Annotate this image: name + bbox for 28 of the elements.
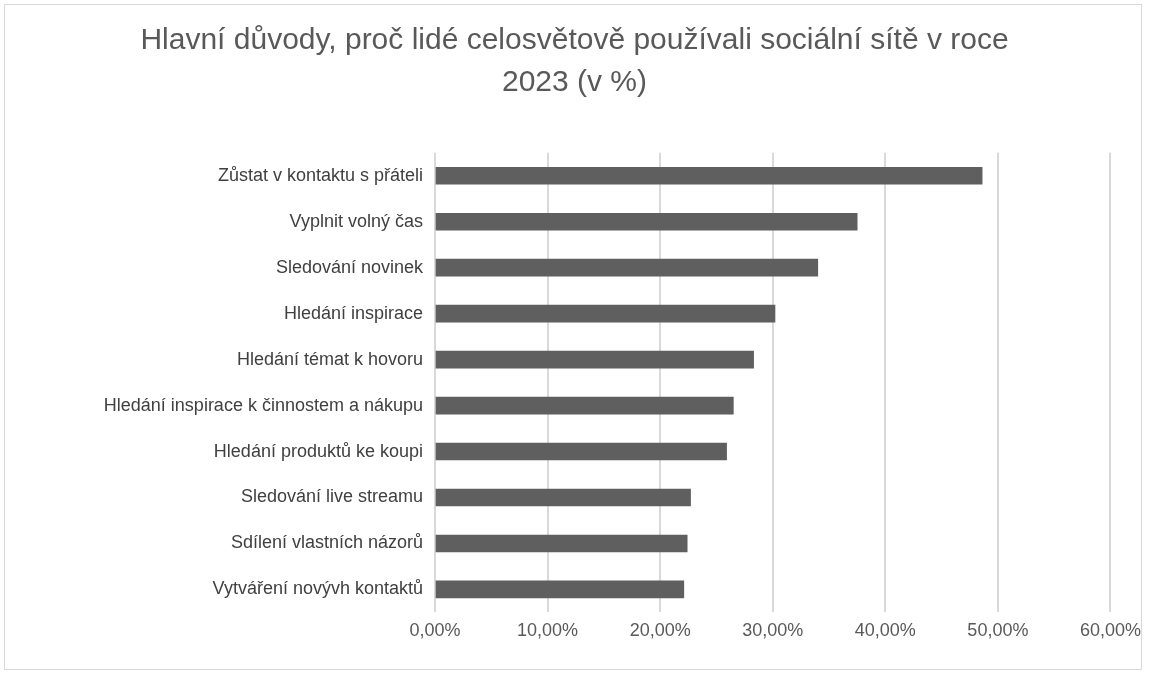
x-tick-label: 10,00%	[517, 620, 579, 641]
bar	[435, 212, 858, 231]
y-tick-label: Sledování live streamu	[240, 486, 423, 507]
bar	[435, 442, 727, 461]
x-tick-label: 20,00%	[629, 620, 691, 641]
bar	[435, 488, 691, 507]
y-tick-label: Zůstat v kontaktu s přáteli	[217, 164, 423, 185]
x-tick-label: 60,00%	[1079, 620, 1142, 641]
y-tick-label: Hledání inspirace	[283, 302, 423, 323]
bar	[435, 534, 688, 553]
x-tick-label: 50,00%	[967, 620, 1029, 641]
bar	[435, 350, 754, 369]
y-tick-label: Vyplnit volný čas	[289, 210, 423, 231]
bar	[435, 166, 983, 185]
y-tick-label: Sdílení vlastních názorů	[230, 532, 423, 553]
y-tick-label: Hledání témat k hovoru	[236, 348, 423, 369]
x-tick-label: 40,00%	[854, 620, 916, 641]
x-tick-label: 30,00%	[742, 620, 804, 641]
chart-title: Hlavní důvody, proč lidé celosvětově používali sociální sítě v roce 2023 (v %)	[139, 21, 1010, 99]
y-tick-label: Sledování novinek	[275, 256, 424, 277]
x-tick-label: 0,00%	[409, 620, 461, 641]
bar	[435, 580, 685, 599]
y-tick-label: Hledání inspirace k činnostem a nákupu	[103, 394, 423, 415]
y-tick-label: Vytváření novývh kontaktů	[212, 578, 423, 599]
bar	[435, 304, 776, 323]
y-tick-label: Hledání produktů ke koupi	[213, 440, 423, 461]
bar	[435, 396, 734, 415]
bar	[435, 258, 819, 277]
